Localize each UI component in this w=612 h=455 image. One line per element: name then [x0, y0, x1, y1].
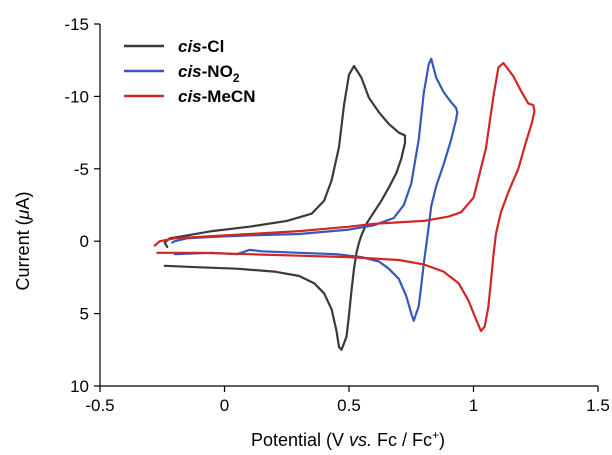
series-line-cis-cl [163, 64, 407, 351]
traces [153, 57, 536, 351]
tick-labels: -0.5 0 0.5 1 1.5 -15 -10 -5 0 5 10 [64, 15, 609, 415]
x-axis-title: Potential (V vs. Fc / Fc+) [251, 428, 445, 450]
x-tick-label: 0 [220, 396, 229, 415]
y-tick-label: 0 [80, 232, 89, 251]
axes [94, 23, 599, 392]
x-tick-label: -0.5 [85, 396, 114, 415]
y-tick-label: 5 [80, 305, 89, 324]
y-tick-label: -5 [74, 160, 89, 179]
legend-label: cis-Cl [178, 37, 224, 56]
y-tick-label: -15 [64, 15, 89, 34]
x-tick-label: 1.5 [586, 396, 610, 415]
series-line-cis-mecn [153, 62, 536, 333]
y-axis-title: Current (μA) [13, 192, 33, 291]
y-tick-label: -10 [64, 87, 89, 106]
x-tick-label: 1 [469, 396, 478, 415]
legend: cis-Cl cis-NO2 cis-MeCN [124, 37, 255, 106]
x-tick-label: 0.5 [337, 396, 361, 415]
y-tick-label: 10 [70, 377, 89, 396]
legend-label: cis-MeCN [178, 87, 255, 106]
legend-label: cis-NO2 [178, 62, 240, 85]
